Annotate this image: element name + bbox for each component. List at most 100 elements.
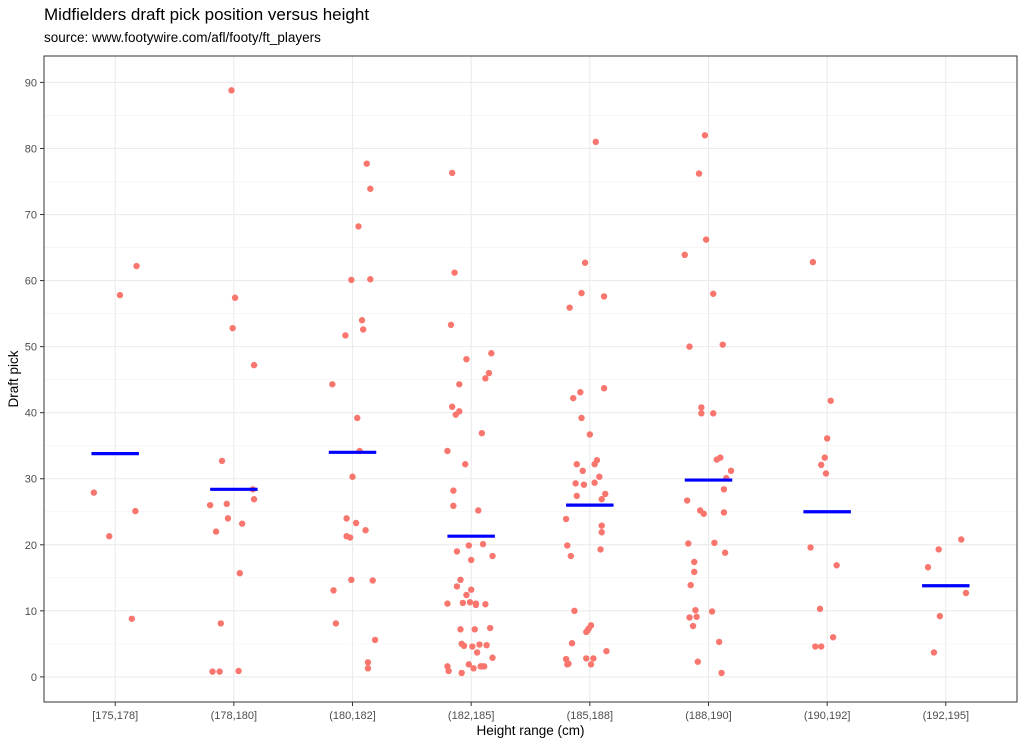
y-tick-label: 80: [25, 143, 37, 155]
data-point: [450, 487, 457, 494]
data-point: [698, 404, 705, 411]
data-point: [686, 614, 693, 621]
data-point: [566, 304, 573, 311]
data-point: [577, 389, 584, 396]
data-point: [571, 607, 578, 615]
data-point: [568, 640, 576, 647]
chart-title: Midfielders draft pick position versus h…: [44, 5, 370, 24]
data-point: [228, 87, 235, 94]
data-point: [463, 591, 470, 599]
data-point: [562, 515, 570, 523]
data-point: [447, 321, 455, 329]
plot-panel-border: [43, 55, 1018, 703]
y-tick-label: 50: [25, 342, 37, 354]
y-tick-label: 40: [25, 408, 37, 420]
data-point: [457, 626, 464, 633]
data-point: [342, 332, 349, 339]
data-point: [693, 613, 700, 620]
data-point: [573, 492, 580, 500]
data-point: [829, 634, 837, 641]
data-point: [823, 435, 831, 442]
x-tick-label: (178,180]: [211, 710, 257, 722]
data-point: [218, 457, 226, 465]
data-point: [489, 654, 496, 661]
data-point: [578, 414, 585, 422]
data-point: [481, 663, 488, 670]
data-point: [721, 549, 729, 556]
y-axis-title: Draft pick: [6, 350, 21, 407]
data-point: [250, 496, 258, 503]
data-point: [720, 486, 728, 493]
x-tick-label: (192,195]: [923, 710, 969, 722]
data-point: [485, 369, 493, 377]
data-point: [346, 534, 354, 541]
data-point: [598, 529, 605, 536]
data-point: [90, 489, 98, 496]
data-point: [216, 668, 223, 675]
data-point: [116, 291, 124, 299]
data-point: [459, 599, 467, 607]
data-point: [827, 397, 834, 404]
data-point: [444, 600, 451, 607]
data-point: [581, 259, 589, 266]
data-point: [715, 638, 723, 646]
data-point: [807, 544, 814, 551]
data-point: [812, 643, 819, 650]
data-point: [818, 643, 825, 650]
data-point: [467, 556, 475, 564]
data-point: [479, 540, 487, 548]
data-point: [711, 539, 718, 547]
data-point: [229, 324, 236, 332]
data-point: [572, 480, 579, 487]
data-point: [450, 502, 457, 510]
data-point: [354, 414, 361, 422]
data-point: [330, 587, 337, 594]
data-point: [362, 527, 369, 534]
data-point: [683, 497, 691, 504]
data-point: [223, 500, 230, 508]
data-point: [472, 601, 480, 609]
data-point: [592, 138, 599, 146]
y-tick-label: 60: [25, 276, 37, 288]
data-point: [727, 467, 735, 475]
data-point: [231, 294, 239, 301]
data-point: [463, 355, 470, 363]
data-point: [456, 408, 463, 415]
data-point: [371, 636, 379, 644]
data-point: [821, 454, 828, 461]
y-tick-label: 90: [25, 77, 37, 89]
data-point: [473, 649, 481, 656]
data-point: [445, 667, 452, 675]
data-point: [451, 269, 458, 276]
data-point: [691, 568, 698, 576]
data-point: [583, 655, 590, 662]
data-point: [816, 605, 824, 613]
data-point: [695, 170, 703, 177]
data-point: [367, 276, 374, 283]
data-point: [958, 536, 965, 543]
data-point: [924, 564, 932, 571]
data-point: [717, 454, 724, 461]
data-point: [809, 258, 817, 266]
data-point: [470, 665, 477, 672]
data-point: [476, 641, 483, 648]
data-point: [128, 615, 136, 622]
data-point: [591, 479, 598, 486]
data-point: [833, 562, 840, 569]
data-point: [348, 576, 355, 584]
data-point: [602, 490, 609, 498]
data-point: [587, 622, 595, 629]
data-point: [567, 552, 575, 560]
data-point: [478, 429, 486, 437]
x-axis-title: Height range (cm): [476, 723, 584, 738]
data-point: [482, 375, 489, 382]
data-point: [369, 577, 376, 584]
data-point: [686, 343, 693, 350]
x-tick-label: (182,185]: [448, 710, 494, 722]
data-point: [578, 289, 585, 297]
data-point: [590, 655, 597, 662]
x-tick-label: (190,192]: [804, 710, 850, 722]
data-point: [453, 583, 461, 590]
x-tick-label: [175,178]: [92, 710, 138, 722]
data-point: [363, 160, 370, 167]
